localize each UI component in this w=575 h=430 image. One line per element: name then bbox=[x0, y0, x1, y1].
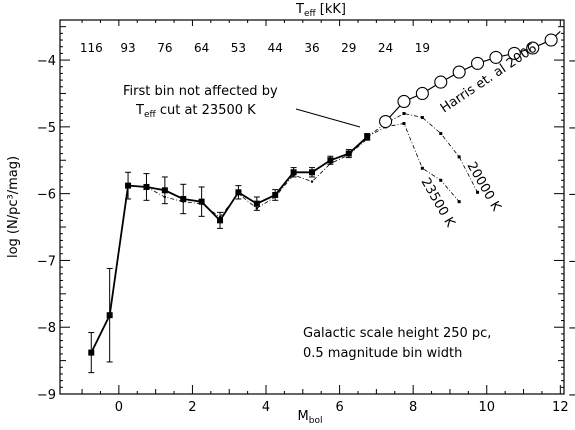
data-point bbox=[235, 189, 242, 196]
data-point bbox=[365, 137, 369, 141]
series-label-23500k: 23500 K bbox=[418, 176, 458, 231]
data-point bbox=[402, 112, 406, 115]
data-point bbox=[274, 195, 277, 199]
data-point bbox=[397, 94, 411, 109]
data-point bbox=[544, 33, 558, 47]
y-tick-label: −4 bbox=[37, 54, 56, 69]
data-point bbox=[217, 217, 224, 224]
data-point bbox=[237, 192, 240, 195]
series-line bbox=[90, 136, 368, 353]
data-point bbox=[200, 202, 203, 205]
annotation-first-bin-line1: First bin not affected by bbox=[123, 84, 278, 99]
data-point bbox=[379, 114, 393, 129]
annotation-pointer-line bbox=[295, 108, 361, 128]
top-tick-label: 64 bbox=[194, 41, 209, 55]
axis-ticks: 024681012−9−9−8−8−7−7−6−6−5−5−4−41169376… bbox=[37, 20, 575, 415]
y-tick-label: −8 bbox=[37, 321, 56, 336]
top-tick-label: 44 bbox=[268, 41, 283, 55]
series-4 bbox=[379, 30, 561, 129]
data-point bbox=[106, 312, 113, 319]
data-point bbox=[470, 56, 485, 70]
data-point bbox=[457, 155, 461, 159]
series-line bbox=[367, 123, 460, 202]
data-point bbox=[290, 169, 297, 176]
x-tick-label: 0 bbox=[115, 400, 123, 415]
data-point bbox=[253, 200, 260, 207]
top-tick-label: 93 bbox=[120, 41, 135, 55]
data-point bbox=[309, 169, 315, 176]
y-tick-label: −5 bbox=[37, 121, 56, 136]
data-point bbox=[507, 46, 521, 60]
x-axis-title: Mbol bbox=[298, 409, 323, 426]
top-tick-label: 76 bbox=[157, 41, 172, 55]
annotation-first-bin-line2: Teff cut at 23500 K bbox=[135, 103, 256, 120]
data-point bbox=[198, 198, 205, 205]
data-point bbox=[420, 116, 424, 120]
series-line bbox=[128, 138, 368, 218]
data-point bbox=[310, 180, 314, 183]
x-tick-label: 10 bbox=[478, 400, 495, 415]
data-point bbox=[180, 195, 187, 202]
data-point bbox=[163, 195, 167, 199]
data-point bbox=[439, 178, 443, 182]
x-tick-label: 6 bbox=[335, 400, 343, 415]
note-line2: 0.5 magnitude bin width bbox=[303, 346, 462, 361]
data-point bbox=[420, 166, 424, 170]
data-point bbox=[182, 200, 185, 203]
note-line1: Galactic scale height 250 pc, bbox=[303, 326, 491, 341]
top-tick-label: 19 bbox=[415, 41, 430, 55]
series-layer bbox=[88, 30, 561, 374]
data-point bbox=[452, 65, 466, 79]
top-tick-label: 29 bbox=[341, 41, 356, 55]
y-tick-label: −9 bbox=[37, 388, 56, 403]
data-point bbox=[489, 50, 503, 64]
series-label-harris: Harris et. al 2006 bbox=[438, 41, 540, 117]
top-tick-label: 116 bbox=[80, 41, 103, 55]
data-point bbox=[434, 75, 448, 89]
series-1 bbox=[126, 137, 369, 219]
y-tick-label: −7 bbox=[37, 254, 56, 269]
x-tick-label: 8 bbox=[409, 400, 417, 415]
data-point bbox=[88, 349, 95, 356]
data-point bbox=[415, 86, 429, 101]
y-right-tick-label: −6 bbox=[568, 188, 575, 203]
data-point bbox=[292, 173, 295, 177]
data-point bbox=[272, 191, 279, 198]
data-point bbox=[161, 187, 168, 194]
top-tick-label: 36 bbox=[304, 41, 319, 55]
data-point bbox=[402, 122, 406, 126]
series-3 bbox=[367, 122, 461, 204]
x-tick-label: 2 bbox=[188, 400, 196, 415]
data-point bbox=[255, 207, 259, 210]
series-label-20000k: 20000 K bbox=[464, 160, 504, 215]
y-tick-label: −6 bbox=[37, 188, 56, 203]
top-axis-title: Teff [kK] bbox=[295, 2, 346, 19]
data-point bbox=[329, 162, 332, 165]
top-tick-label: 53 bbox=[231, 41, 246, 55]
data-point bbox=[347, 153, 350, 157]
y-right-tick-label: −5 bbox=[568, 121, 575, 136]
y-right-tick-label: −9 bbox=[568, 388, 575, 403]
data-point bbox=[327, 157, 334, 164]
x-tick-label: 4 bbox=[262, 400, 270, 415]
data-point bbox=[439, 132, 443, 136]
top-tick-label: 24 bbox=[378, 41, 393, 55]
data-point bbox=[218, 215, 222, 219]
y-right-tick-label: −8 bbox=[568, 321, 575, 336]
y-right-tick-label: −7 bbox=[568, 254, 575, 269]
data-point bbox=[457, 200, 461, 204]
x-tick-label: 12 bbox=[552, 400, 569, 415]
y-axis-title: log (N/pc³/mag) bbox=[6, 156, 21, 258]
data-point bbox=[476, 190, 480, 194]
data-point bbox=[126, 184, 130, 187]
data-point bbox=[145, 185, 148, 189]
data-point bbox=[345, 150, 352, 157]
y-right-tick-label: −4 bbox=[568, 54, 575, 69]
data-point bbox=[526, 41, 540, 55]
